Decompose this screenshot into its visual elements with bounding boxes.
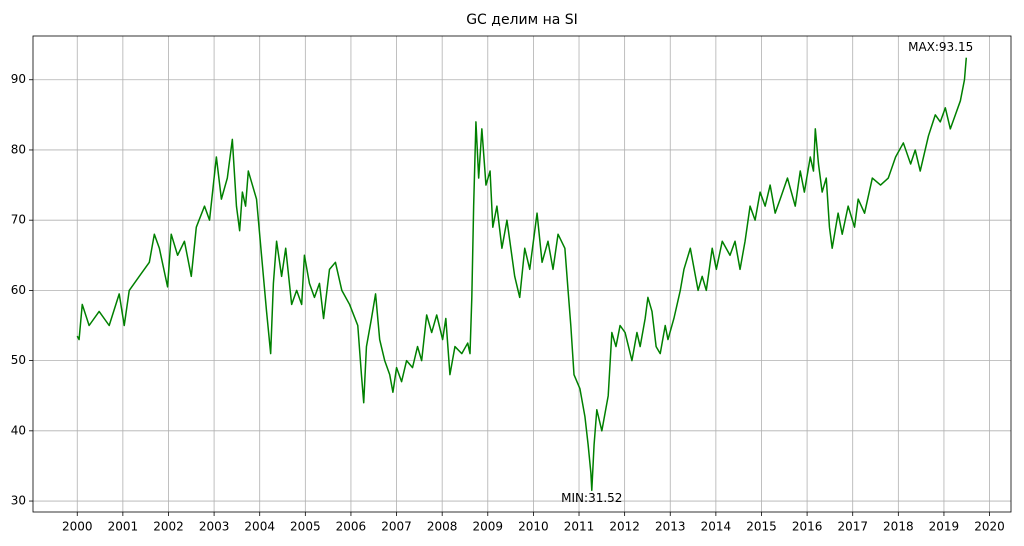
- y-tick-label: 60: [11, 283, 26, 297]
- x-tick-label: 2007: [381, 520, 412, 534]
- x-tick-label: 2006: [336, 520, 367, 534]
- x-tick-label: 2010: [518, 520, 549, 534]
- x-tick-label: 2016: [792, 520, 823, 534]
- x-tick-label: 2000: [62, 520, 93, 534]
- y-tick-label: 80: [11, 142, 26, 156]
- y-tick-label: 70: [11, 213, 26, 227]
- x-tick-label: 2020: [974, 520, 1005, 534]
- y-tick-label: 40: [11, 423, 26, 437]
- plot-frame: [32, 35, 1012, 513]
- x-tick-label: 2012: [609, 520, 640, 534]
- chart-title: GC делим на SI: [466, 12, 578, 28]
- x-tick-label: 2001: [108, 520, 139, 534]
- x-tick-label: 2017: [837, 520, 868, 534]
- y-tick-label: 30: [11, 494, 26, 508]
- x-tick-label: 2004: [244, 520, 275, 534]
- x-tick-label: 2015: [746, 520, 777, 534]
- x-tick-label: 2013: [655, 520, 686, 534]
- x-tick-label: 2018: [883, 520, 914, 534]
- x-tick-label: 2008: [427, 520, 458, 534]
- x-tick-label: 2014: [701, 520, 732, 534]
- y-tick-label: 50: [11, 353, 26, 367]
- x-tick-label: 2011: [564, 520, 595, 534]
- annotation: MAX:93.15: [908, 40, 973, 54]
- x-tick-label: 2019: [929, 520, 960, 534]
- x-tick-label: 2002: [153, 520, 184, 534]
- x-tick-label: 2005: [290, 520, 321, 534]
- x-tick-label: 2003: [199, 520, 230, 534]
- x-tick-label: 2009: [473, 520, 504, 534]
- annotation: MIN:31.52: [561, 491, 622, 505]
- y-tick-label: 90: [11, 72, 26, 86]
- data-line: [76, 57, 968, 492]
